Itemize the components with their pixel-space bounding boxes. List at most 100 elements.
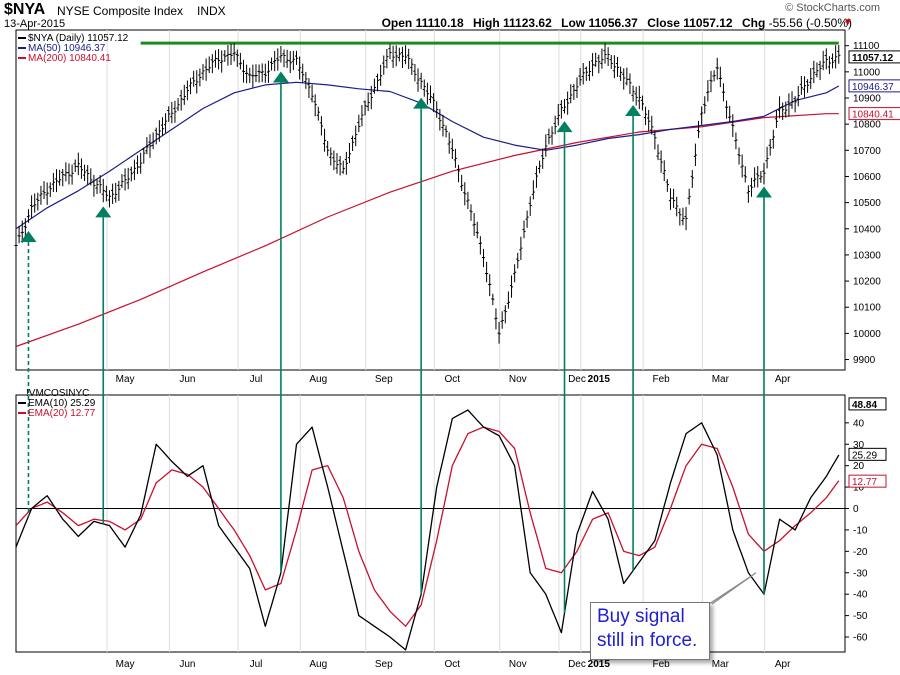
buy-signal-arrow-icon: [272, 71, 289, 83]
price-y-tick-label: 10100: [853, 303, 881, 314]
indicator-y-tick-label: -30: [853, 568, 868, 579]
low-value: 11056.37: [588, 16, 638, 30]
indicator-y-tick-label: 20: [853, 461, 865, 472]
price-month-tick-label: Nov: [509, 374, 527, 385]
ema20-end-label: 12.77: [852, 477, 877, 488]
index-name: NYSE Composite Index: [57, 4, 184, 18]
price-y-tick-label: 11000: [853, 67, 881, 78]
ohlc-summary: Open 11110.18 High 11123.62 Low 11056.37…: [382, 16, 852, 30]
chg-value: -55.56 (-0.50%): [768, 16, 852, 30]
callout-pointer-shadow: [705, 575, 753, 607]
close-label: Close: [647, 16, 680, 30]
ema20-end-label-box: [848, 474, 887, 488]
ema20-line: [15, 426, 840, 627]
buy-signal-arrow-icon: [413, 97, 430, 109]
price-y-tick-label: 10000: [853, 329, 881, 340]
indicator-month-tick-label: Sep: [375, 659, 393, 670]
close-value: 11057.12: [683, 16, 733, 30]
date-label: 13-Apr-2015: [4, 18, 66, 30]
callout-line-1: Buy signal: [597, 606, 685, 627]
brand-watermark: © StockCharts.com: [785, 2, 880, 14]
ema20-legend: EMA(20) 12.77: [28, 408, 96, 419]
ema10-legend: EMA(10) 25.29: [28, 398, 96, 409]
price-month-tick-label: Oct: [445, 374, 461, 385]
price-y-tick-label: 10600: [853, 172, 881, 183]
indicator-month-tick-label: Oct: [445, 659, 461, 670]
indicator-month-tick-label: Jul: [250, 659, 263, 670]
indicator-y-tick-label: 40: [853, 418, 865, 429]
indicator-month-tick-label: Apr: [775, 659, 791, 670]
buy-signal-arrow-icon: [556, 121, 573, 133]
indicator-y-tick-label: -20: [853, 547, 868, 558]
open-label: Open: [381, 16, 413, 30]
ma200-legend: MA(200) 10840.41: [28, 53, 111, 64]
buy-signal-callout: Buy signal still in force.: [590, 602, 710, 660]
buy-signal-arrow-icon: [95, 206, 112, 218]
low-label: Low: [561, 16, 586, 30]
indicator-month-tick-label: Feb: [653, 659, 671, 670]
price-y-tick-label: 11100: [853, 41, 880, 52]
indicator-month-tick-label: Mar: [712, 659, 730, 670]
price-month-tick-label: May: [116, 374, 135, 385]
ma50-end-label: 10946.37: [852, 82, 894, 93]
price-month-tick-label: Aug: [309, 374, 327, 385]
symbol-title: $NYA: [4, 1, 46, 18]
price-panel-frame: [15, 29, 846, 371]
price-y-tick-label: 9900: [853, 355, 876, 366]
open-value: 11110.18: [415, 16, 464, 30]
indicator-y-tick-label: -60: [853, 633, 868, 644]
price-month-tick-label: Jul: [250, 374, 263, 385]
high-label: High: [473, 16, 500, 30]
indicator-month-tick-label: May: [116, 659, 135, 670]
indicator-y-tick-label: 10: [853, 483, 865, 494]
price-y-tick-label: 10400: [853, 224, 881, 235]
buy-signal-arrow-icon: [20, 231, 37, 242]
ema10-end-label: 25.29: [852, 450, 877, 461]
indicator-max-label-box: [848, 397, 887, 411]
callout-line-2: still in force.: [597, 630, 698, 651]
indicator-y-tick-label: 30: [853, 440, 865, 451]
price-last-label: 11057.12: [852, 53, 894, 64]
buy-signal-arrow-icon: [625, 104, 642, 116]
indicator-month-tick-label: Jun: [179, 659, 195, 670]
price-y-tick-label: 10500: [853, 198, 881, 209]
indicator-legend: !VMCOSINYC: [26, 388, 89, 399]
indicator-y-tick-label: -40: [853, 590, 868, 601]
price-last-label-box: [848, 50, 900, 64]
indicator-y-tick-label: -50: [853, 611, 868, 622]
price-month-tick-label: Jun: [179, 374, 195, 385]
chg-label: Chg: [741, 16, 766, 30]
indicator-month-tick-label: Dec: [568, 659, 586, 670]
indicator-y-tick-label: 0: [853, 504, 859, 515]
chg-down-icon: ▼: [843, 17, 853, 28]
price-y-tick-label: 10700: [853, 146, 881, 157]
price-legend: $NYA (Daily) 11057.12: [28, 33, 129, 44]
indicator-month-tick-label: Nov: [509, 659, 527, 670]
price-y-tick-label: 10200: [853, 277, 881, 288]
price-y-tick-label: 10300: [853, 250, 881, 261]
high-value: 11123.62: [503, 16, 552, 30]
ma200-end-label-box: [848, 107, 900, 121]
price-month-tick-label: 2015: [588, 374, 611, 385]
ema10-line: [15, 409, 840, 651]
ma200-line: [15, 113, 839, 348]
ma200-end-label: 10840.41: [852, 110, 894, 121]
price-y-tick-label: 10900: [853, 94, 881, 105]
price-y-tick-label: 10800: [853, 120, 881, 131]
ema10-end-label-box: [848, 447, 887, 461]
price-month-tick-label: Feb: [653, 374, 671, 385]
indicator-y-tick-label: -10: [853, 525, 868, 536]
indicator-month-tick-label: 2015: [588, 659, 611, 670]
ma50-legend: MA(50) 10946.37: [28, 43, 106, 54]
ma50-end-label-box: [848, 79, 900, 93]
price-month-tick-label: Sep: [375, 374, 393, 385]
indicator-panel-frame: [15, 394, 846, 653]
price-month-tick-label: Mar: [712, 374, 730, 385]
indicator-month-tick-label: Aug: [309, 659, 327, 670]
buy-signal-arrow-icon: [755, 186, 772, 198]
indicator-max-label: 48.84: [852, 400, 877, 411]
index-type: INDX: [197, 4, 226, 18]
price-month-tick-label: Apr: [775, 374, 791, 385]
price-month-tick-label: Dec: [568, 374, 586, 385]
